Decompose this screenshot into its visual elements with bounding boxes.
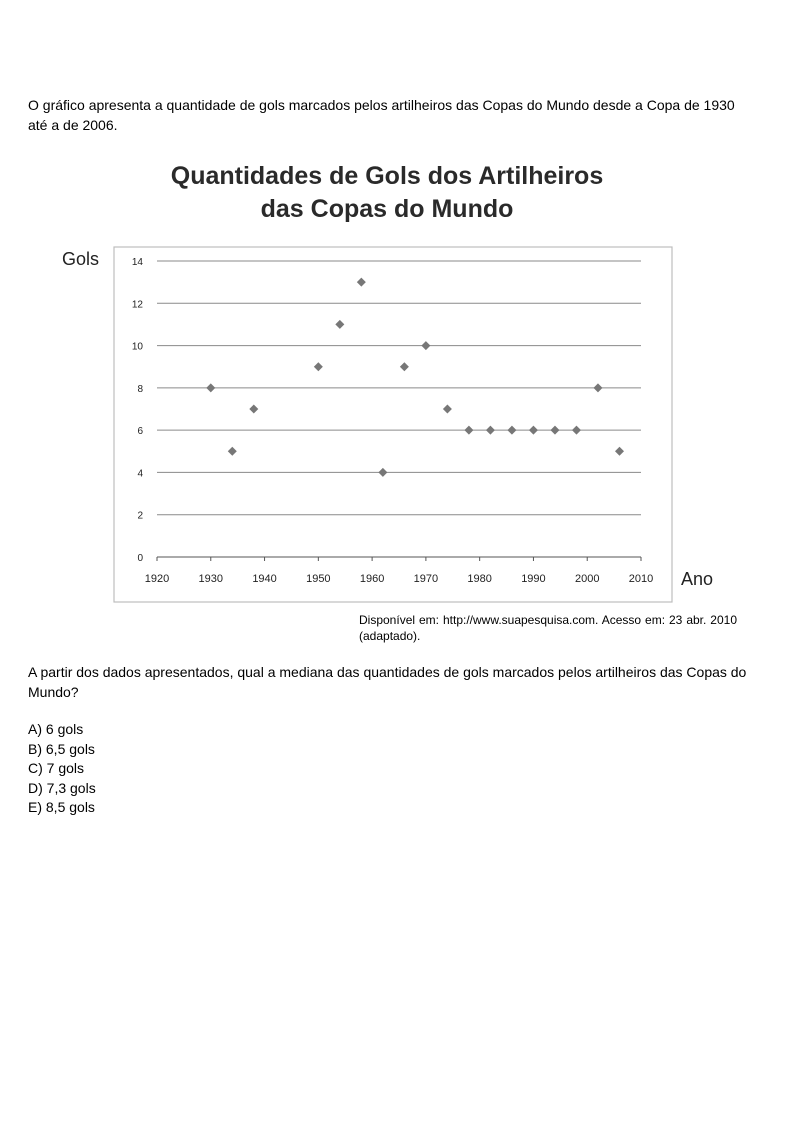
option-c[interactable]: C) 7 gols: [28, 760, 85, 776]
chart-title: Quantidades de Gols dos Artilheiros das …: [52, 160, 722, 226]
data-point: [507, 425, 517, 435]
data-point: [593, 383, 603, 393]
y-tick-label: 4: [137, 468, 143, 479]
y-axis-label: Gols: [62, 249, 99, 269]
data-point: [249, 404, 259, 414]
data-point: [614, 446, 624, 456]
option-a[interactable]: A) 6 gols: [28, 721, 84, 737]
data-point: [356, 277, 366, 287]
data-point: [485, 425, 495, 435]
x-tick-label: 2000: [575, 573, 599, 585]
option-e[interactable]: E) 8,5 gols: [28, 799, 95, 815]
x-tick-label: 1980: [467, 573, 491, 585]
x-tick-label: 2010: [629, 573, 653, 585]
x-tick-label: 1940: [252, 573, 276, 585]
x-tick-label: 1990: [521, 573, 545, 585]
data-point: [313, 362, 323, 372]
x-tick-label: 1960: [360, 573, 384, 585]
data-point: [378, 467, 388, 477]
y-tick-labels: 0 2 4 6 8 10 12 14: [132, 257, 144, 564]
source-citation: Disponível em: http://www.suapesquisa.co…: [359, 613, 737, 643]
x-tick-labels: 1920 1930 1940 1950 1960 1970 1980 1990 2000 2010: [145, 573, 653, 585]
y-tick-label: 10: [132, 342, 144, 353]
data-point: [421, 341, 431, 351]
x-tick-label: 1970: [414, 573, 438, 585]
data-point: [206, 383, 216, 393]
y-tick-label: 12: [132, 299, 144, 310]
data-point: [442, 404, 452, 414]
y-tick-label: 2: [137, 511, 143, 522]
x-tick-label: 1950: [306, 573, 330, 585]
data-point: [399, 362, 409, 372]
question-text: A partir dos dados apresentados, qual a …: [28, 664, 747, 700]
answer-options: A) 6 gols B) 6,5 gols C) 7 gols D) 7,3 g…: [28, 720, 96, 818]
data-points: [206, 277, 624, 477]
grid-lines: [156, 260, 642, 561]
y-tick-label: 6: [137, 426, 143, 437]
x-axis-label: Ano: [681, 569, 713, 589]
data-point: [550, 425, 560, 435]
data-point: [227, 446, 237, 456]
y-tick-label: 8: [137, 384, 143, 395]
data-point: [571, 425, 581, 435]
data-point: [528, 425, 538, 435]
chart-title-line-2: das Copas do Mundo: [260, 195, 514, 223]
x-tick-label: 1920: [145, 573, 169, 585]
y-tick-label: 14: [132, 257, 144, 268]
plot-area-frame: [113, 246, 673, 603]
intro-paragraph: O gráfico apresenta a quantidade de gols…: [28, 97, 735, 133]
option-b[interactable]: B) 6,5 gols: [28, 740, 95, 757]
data-point: [335, 319, 345, 329]
data-point: [464, 425, 474, 435]
chart-title-line-1: Quantidades de Gols dos Artilheiros: [170, 162, 604, 190]
y-tick-label: 0: [137, 553, 143, 564]
x-tick-label: 1930: [199, 573, 223, 585]
option-d[interactable]: D) 7,3 gols: [28, 779, 96, 796]
